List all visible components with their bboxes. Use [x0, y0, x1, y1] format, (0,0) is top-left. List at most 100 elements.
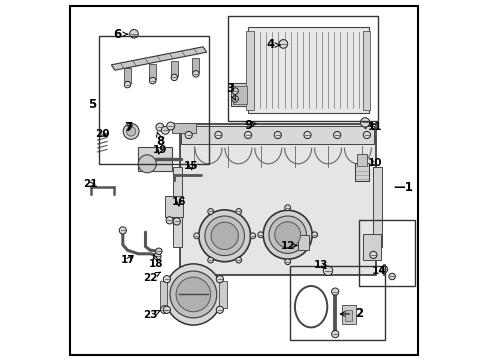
Circle shape [204, 216, 244, 256]
Bar [373, 167, 382, 247]
Ellipse shape [164, 264, 222, 325]
Bar [179, 124, 375, 275]
Bar [173, 167, 182, 247]
Text: 7: 7 [124, 121, 132, 134]
Text: 10: 10 [367, 158, 381, 168]
Circle shape [263, 210, 311, 259]
Bar [246, 31, 253, 110]
Circle shape [161, 126, 169, 134]
Circle shape [163, 276, 170, 283]
Text: 14: 14 [371, 266, 386, 276]
Circle shape [284, 205, 290, 211]
Circle shape [185, 131, 192, 139]
Circle shape [380, 266, 387, 273]
Circle shape [331, 330, 338, 338]
Text: —1: —1 [392, 181, 412, 194]
Bar [181, 126, 373, 144]
Circle shape [119, 227, 126, 234]
Circle shape [363, 131, 370, 139]
Bar [123, 68, 131, 83]
Circle shape [170, 271, 216, 318]
Text: 16: 16 [171, 197, 186, 207]
Bar [232, 86, 246, 104]
Bar [172, 123, 196, 133]
Circle shape [163, 306, 170, 313]
Circle shape [303, 131, 310, 139]
Bar [170, 61, 178, 76]
Bar [344, 310, 352, 321]
Bar [363, 31, 370, 110]
Circle shape [192, 71, 199, 77]
Text: 8: 8 [156, 132, 163, 148]
Circle shape [166, 217, 173, 224]
Bar [297, 235, 309, 250]
Circle shape [199, 210, 250, 262]
Circle shape [153, 253, 161, 260]
Circle shape [176, 277, 210, 312]
Text: 12: 12 [280, 240, 297, 251]
Text: 19: 19 [152, 145, 167, 156]
Bar [358, 220, 414, 286]
Circle shape [331, 288, 338, 295]
Bar [356, 154, 366, 166]
Circle shape [388, 273, 394, 280]
Text: 22: 22 [142, 272, 160, 283]
Circle shape [333, 131, 340, 139]
Circle shape [216, 306, 223, 313]
Bar [219, 281, 226, 308]
Circle shape [311, 232, 317, 238]
Circle shape [216, 276, 223, 283]
Circle shape [173, 218, 180, 225]
Circle shape [369, 251, 376, 258]
Bar [149, 64, 156, 79]
Circle shape [231, 88, 238, 94]
Circle shape [268, 216, 306, 253]
Circle shape [155, 248, 162, 255]
Text: 23: 23 [142, 310, 160, 320]
Circle shape [171, 74, 177, 81]
Text: 20: 20 [95, 129, 109, 139]
Text: 6: 6 [113, 28, 127, 41]
Circle shape [129, 30, 138, 38]
Circle shape [123, 123, 139, 139]
Bar [342, 305, 355, 324]
Text: 17: 17 [121, 255, 136, 265]
Bar [247, 27, 368, 113]
Circle shape [249, 233, 255, 239]
Text: 4: 4 [266, 39, 280, 51]
Text: 5: 5 [88, 98, 96, 111]
Circle shape [244, 131, 251, 139]
Circle shape [124, 81, 130, 88]
Bar [164, 196, 183, 217]
Bar [138, 147, 172, 171]
Circle shape [214, 131, 222, 139]
Bar [192, 58, 199, 72]
Bar [99, 36, 208, 164]
Circle shape [207, 208, 213, 214]
Circle shape [235, 257, 241, 263]
Bar [230, 83, 249, 106]
Circle shape [149, 77, 156, 84]
Circle shape [138, 155, 156, 173]
Circle shape [284, 259, 290, 265]
Circle shape [235, 208, 241, 214]
Text: 2: 2 [340, 307, 362, 320]
Bar [228, 16, 377, 121]
Text: 3: 3 [226, 82, 235, 100]
Circle shape [211, 222, 238, 249]
Text: 13: 13 [313, 260, 327, 270]
Bar [289, 266, 384, 340]
Text: 21: 21 [83, 179, 98, 189]
Text: 18: 18 [149, 255, 163, 269]
Circle shape [156, 123, 163, 131]
Text: 15: 15 [183, 161, 198, 171]
Text: 11: 11 [367, 122, 381, 132]
Circle shape [274, 131, 281, 139]
Circle shape [231, 96, 238, 102]
Circle shape [160, 306, 168, 314]
Circle shape [279, 40, 287, 48]
Circle shape [166, 122, 174, 130]
Circle shape [193, 233, 199, 239]
Polygon shape [111, 47, 206, 70]
Circle shape [207, 257, 213, 263]
